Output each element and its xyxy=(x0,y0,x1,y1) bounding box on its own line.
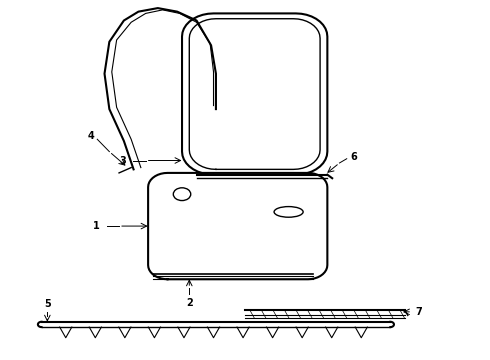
Text: 5: 5 xyxy=(44,300,51,309)
Text: 1: 1 xyxy=(93,221,99,231)
Text: 4: 4 xyxy=(88,131,94,141)
Text: 7: 7 xyxy=(416,307,422,317)
Text: 6: 6 xyxy=(351,152,357,162)
Text: 2: 2 xyxy=(186,298,193,308)
Text: 3: 3 xyxy=(120,156,126,166)
